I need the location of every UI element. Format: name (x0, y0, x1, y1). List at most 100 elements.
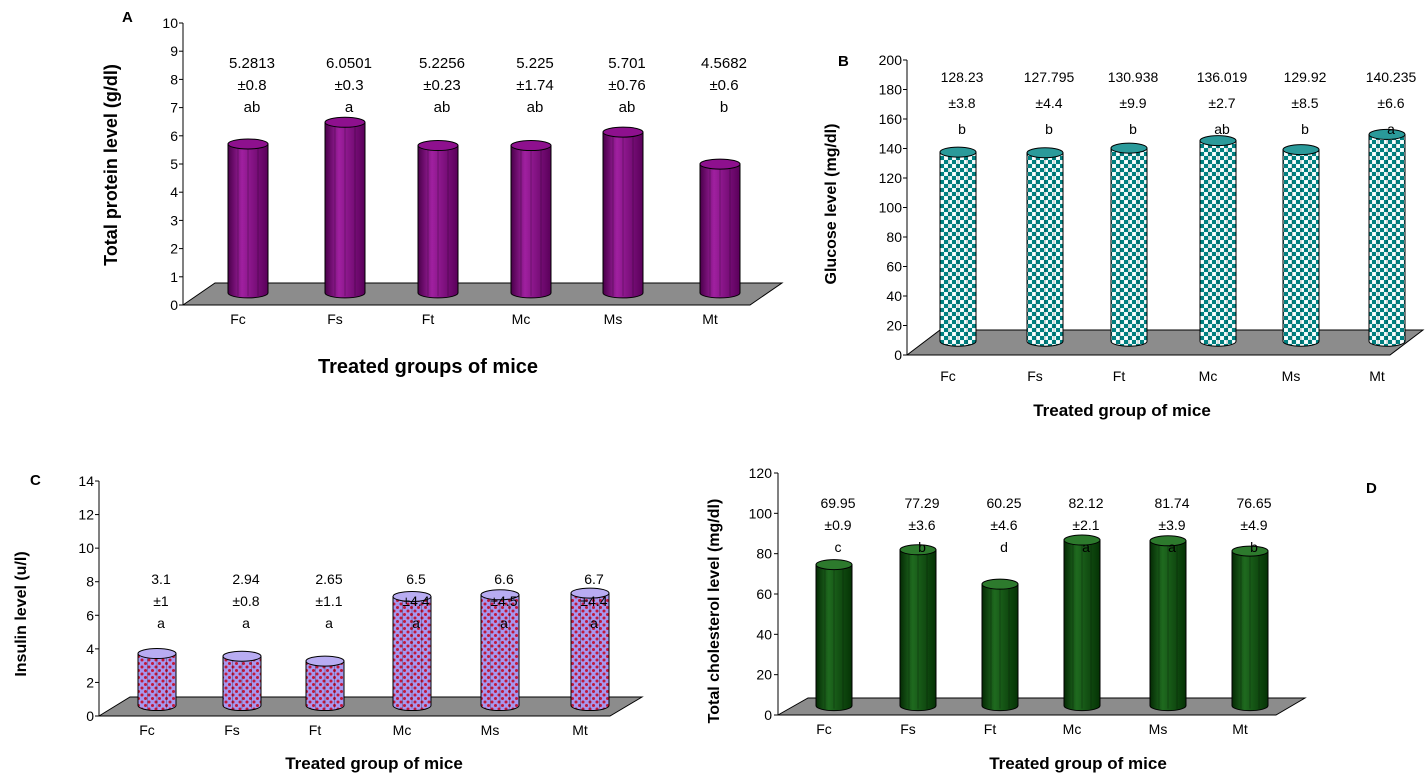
data-label-letter: b (720, 99, 728, 116)
bar-ft (417, 140, 459, 299)
x-tick-label: Fs (327, 311, 343, 327)
data-label-letter: ab (619, 99, 636, 116)
data-label-letter: a (1387, 121, 1395, 137)
data-label-letter: ab (1214, 121, 1230, 137)
plot-floor (97, 696, 644, 717)
y-tick-label: 8 (86, 574, 94, 590)
bar-top (981, 578, 1019, 590)
y-tick-label: 140 (879, 141, 903, 157)
bar-body (417, 145, 459, 299)
y-tick-label: 40 (756, 626, 772, 642)
y-axis-title: Total cholesterol level (mg/dl) (706, 499, 723, 724)
data-label-error: ±1.1 (315, 593, 342, 609)
x-tick-label: Mc (512, 311, 531, 327)
bar-top (1026, 147, 1064, 159)
y-tick-label: 20 (886, 318, 902, 334)
data-label-letter: ab (527, 99, 544, 116)
y-axis-title: Insulin level (u/l) (13, 551, 30, 676)
x-axis-title: Treated groups of mice (318, 356, 538, 378)
bar-mt (570, 587, 610, 712)
data-label-error: ±0.76 (608, 77, 645, 94)
data-label-value: 128.23 (941, 69, 984, 85)
x-tick-label: Ft (984, 721, 997, 737)
bar-top (939, 146, 977, 158)
y-tick-label: 0 (170, 297, 178, 313)
y-tick-label: 80 (886, 229, 902, 245)
y-tick-label: 120 (879, 170, 903, 186)
data-label-value: 77.29 (904, 495, 939, 511)
data-label-error: ±4.9 (1240, 517, 1267, 533)
x-tick-label: Mc (393, 722, 412, 738)
data-label-error: ±2.7 (1208, 95, 1235, 111)
x-axis-title: Treated group of mice (285, 754, 463, 773)
plot-floor (776, 697, 1307, 716)
bar-top (480, 589, 520, 601)
chart-panel-b: B 0 20 40 60 80 100 120 140 160 180 200 Fc 128.23 ±3.8… (823, 52, 1425, 420)
y-tick-label: 0 (86, 708, 94, 724)
y-axis-title: Total protein level (g/dl) (101, 64, 121, 266)
bar-ft (981, 578, 1019, 712)
y-tick-label: 4 (170, 184, 178, 200)
y-tick-label: 0 (764, 707, 772, 723)
y-tick-label: 3 (170, 212, 178, 228)
y-tick-label: 10 (162, 15, 178, 31)
data-label-value: 82.12 (1068, 495, 1103, 511)
bar-mc (1063, 534, 1101, 712)
data-label-value: 130.938 (1108, 69, 1159, 85)
x-tick-label: Ms (604, 311, 623, 327)
y-tick-label: 100 (749, 505, 773, 521)
bar-fs (222, 650, 262, 712)
bar-body (899, 549, 937, 712)
bar-fc (815, 559, 853, 712)
y-tick-label: 80 (756, 546, 772, 562)
bar-top (222, 650, 262, 662)
bar-mt (1368, 128, 1406, 347)
bar-top (510, 140, 552, 152)
data-label-value: 136.019 (1197, 69, 1248, 85)
data-label-error: ±1 (153, 593, 169, 609)
data-label-letter: d (1000, 539, 1008, 555)
y-tick-label: 6 (170, 128, 178, 144)
bar-mc (1199, 135, 1237, 347)
bar-body (1026, 152, 1064, 347)
data-label-letter: a (590, 615, 598, 631)
data-label-letter: b (1129, 121, 1137, 137)
x-tick-label: Fc (816, 721, 832, 737)
bar-mc (392, 590, 432, 712)
data-label-error: ±9.9 (1119, 95, 1146, 111)
bar-fs (324, 116, 366, 299)
bar-top (227, 138, 269, 150)
data-label-value: 60.25 (986, 495, 1021, 511)
data-label-error: ±8.5 (1291, 95, 1318, 111)
bar-top (305, 655, 345, 667)
bar-top (602, 126, 644, 138)
bar-body (815, 564, 853, 712)
data-label-value: 3.1 (151, 571, 171, 587)
bar-mt (1231, 545, 1269, 712)
x-tick-label: Fs (900, 721, 916, 737)
data-label-letter: c (835, 539, 842, 555)
data-label-letter: a (1168, 539, 1176, 555)
data-label-value: 5.2813 (229, 55, 275, 72)
data-label-value: 4.5682 (701, 55, 747, 72)
panel-letter: D (1366, 480, 1377, 497)
y-tick-label: 6 (86, 607, 94, 623)
y-tick-label: 8 (170, 71, 178, 87)
plot-floor (181, 282, 784, 306)
data-label-value: 6.7 (584, 571, 604, 587)
x-tick-label: Ms (1282, 368, 1301, 384)
bar-top (137, 648, 177, 660)
bar-body (602, 131, 644, 299)
data-label-letter: a (412, 615, 420, 631)
x-tick-label: Mt (1232, 721, 1248, 737)
bar-top (1110, 142, 1148, 154)
panel-letter: B (838, 53, 849, 70)
bar-fs (899, 544, 937, 712)
bar-top (324, 116, 366, 128)
x-axis-title: Treated group of mice (989, 754, 1167, 773)
bar-top (1199, 135, 1237, 147)
y-tick-label: 0 (894, 347, 902, 363)
x-axis-title: Treated group of mice (1033, 401, 1211, 420)
x-tick-label: Mc (1063, 721, 1082, 737)
